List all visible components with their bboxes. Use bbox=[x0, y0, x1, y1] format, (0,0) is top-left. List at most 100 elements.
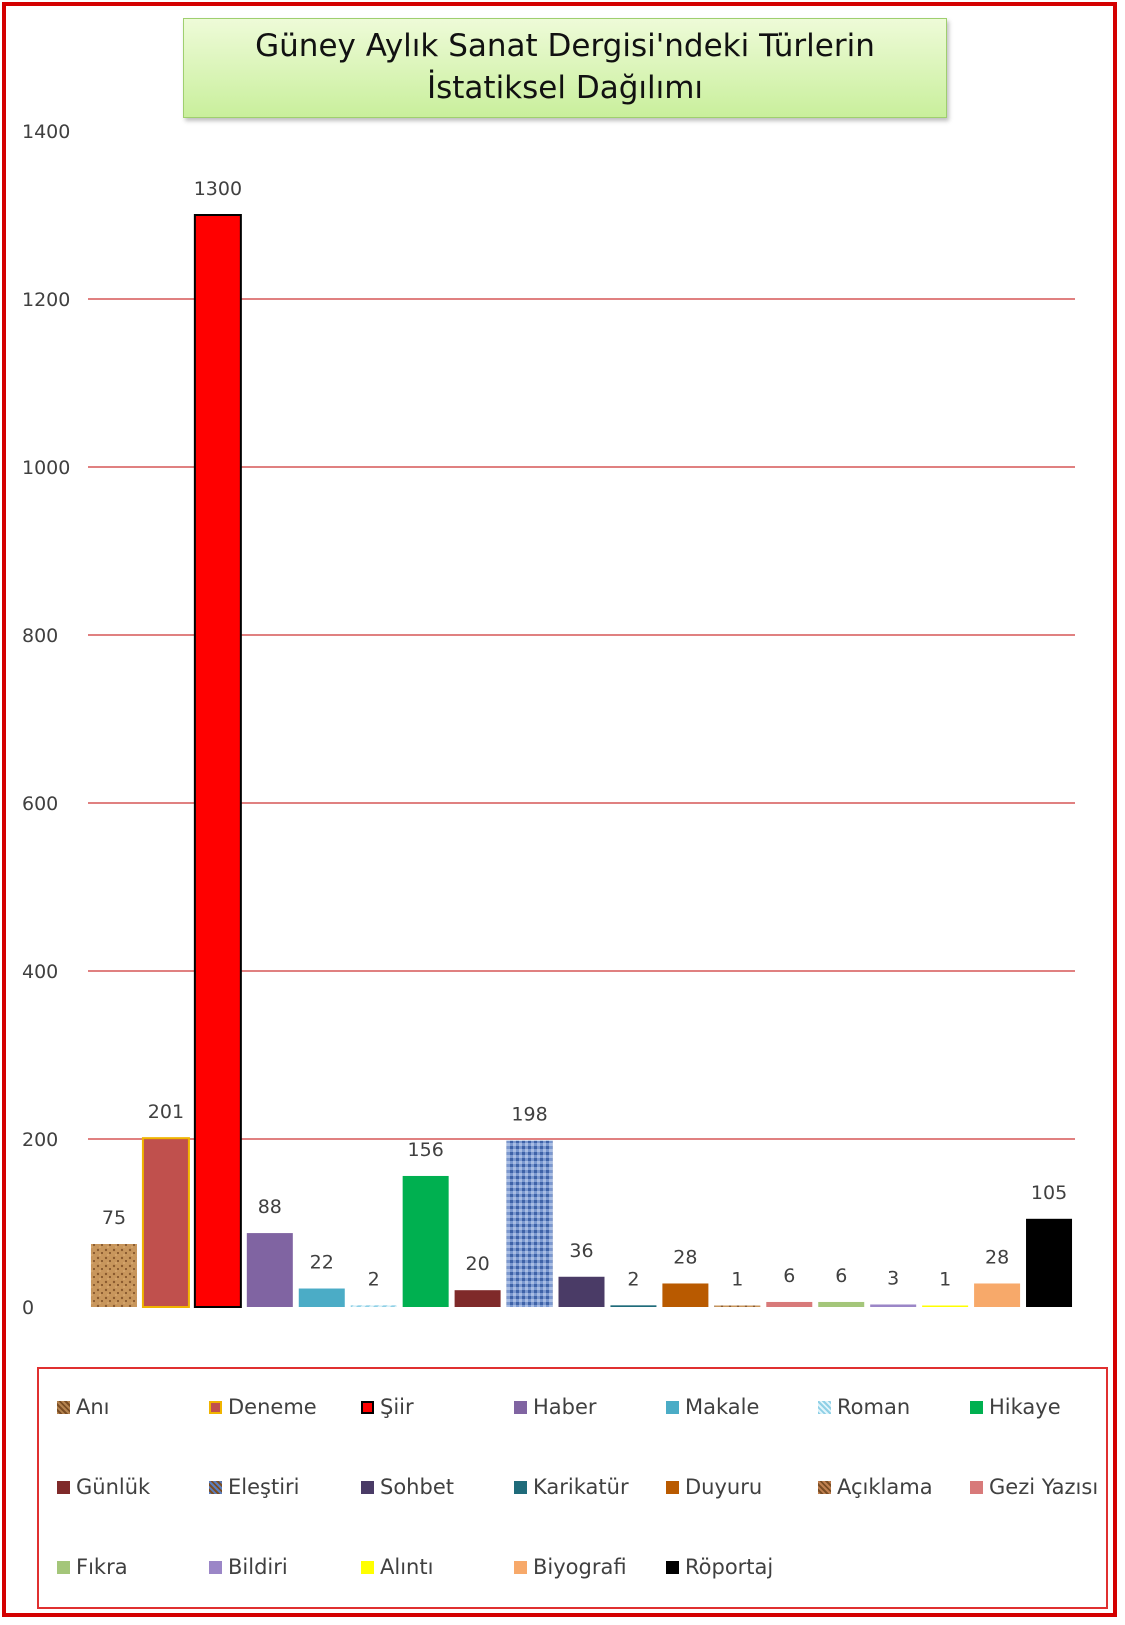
legend-swatch bbox=[209, 1400, 222, 1414]
legend-item: Alıntı bbox=[361, 1555, 433, 1579]
legend-swatch bbox=[818, 1480, 831, 1494]
data-label: 6 bbox=[783, 1265, 795, 1287]
legend-label: Bildiri bbox=[228, 1555, 288, 1579]
legend-label: Eleştiri bbox=[228, 1475, 300, 1499]
legend-item: Fıkra bbox=[57, 1555, 128, 1579]
bar-4 bbox=[246, 1233, 293, 1307]
legend-swatch bbox=[514, 1480, 527, 1494]
bar-3 bbox=[193, 214, 242, 1308]
legend-item: Eleştiri bbox=[209, 1475, 300, 1499]
legend-label: Şiir bbox=[380, 1395, 414, 1419]
legend-item: Roman bbox=[818, 1395, 910, 1419]
legend-label: Sohbet bbox=[380, 1475, 454, 1499]
legend-swatch bbox=[361, 1480, 374, 1494]
legend-swatch bbox=[666, 1400, 679, 1414]
legend-label: Haber bbox=[533, 1395, 597, 1419]
legend-label: Biyografi bbox=[533, 1555, 627, 1579]
data-label: 1 bbox=[939, 1269, 951, 1291]
legend-swatch bbox=[361, 1400, 374, 1414]
legend-item: Makale bbox=[666, 1395, 759, 1419]
data-label: 2 bbox=[368, 1268, 380, 1290]
legend-item: Günlük bbox=[57, 1475, 150, 1499]
legend-label: Gezi Yazısı bbox=[989, 1475, 1099, 1499]
data-label: 75 bbox=[102, 1207, 126, 1229]
data-label: 1300 bbox=[194, 178, 242, 200]
legend-item: Deneme bbox=[209, 1395, 317, 1419]
bar-12 bbox=[662, 1283, 709, 1307]
legend-swatch bbox=[666, 1480, 679, 1494]
data-label: 2 bbox=[627, 1268, 639, 1290]
legend-swatch bbox=[514, 1400, 527, 1414]
legend-item: Açıklama bbox=[818, 1475, 933, 1499]
y-tick-label: 1400 bbox=[22, 121, 70, 143]
chart-title: Güney Aylık Sanat Dergisi'ndeki Türlerin… bbox=[255, 28, 875, 106]
legend-item: Haber bbox=[514, 1395, 597, 1419]
bar-5 bbox=[298, 1288, 345, 1307]
y-tick-label: 200 bbox=[22, 1129, 58, 1151]
legend-item: Duyuru bbox=[666, 1475, 762, 1499]
bar-15 bbox=[818, 1301, 865, 1307]
bar-1 bbox=[90, 1244, 137, 1307]
bar-11 bbox=[610, 1305, 657, 1307]
data-label: 201 bbox=[148, 1101, 184, 1123]
legend-label: Açıklama bbox=[837, 1475, 933, 1499]
y-tick-label: 1000 bbox=[22, 457, 70, 479]
legend-label: Anı bbox=[76, 1395, 110, 1419]
legend-swatch bbox=[209, 1560, 222, 1574]
legend-swatch bbox=[970, 1480, 983, 1494]
data-label: 88 bbox=[258, 1196, 282, 1218]
data-label: 156 bbox=[408, 1139, 444, 1161]
legend-swatch bbox=[57, 1480, 70, 1494]
data-label: 28 bbox=[673, 1246, 697, 1268]
y-tick-label: 600 bbox=[22, 793, 58, 815]
legend-item: Bildiri bbox=[209, 1555, 288, 1579]
bar-2 bbox=[141, 1137, 190, 1309]
data-label: 3 bbox=[887, 1267, 899, 1289]
bar-9 bbox=[506, 1140, 553, 1307]
legend-item: Gezi Yazısı bbox=[970, 1475, 1098, 1499]
bar-16 bbox=[870, 1304, 917, 1307]
bar-10 bbox=[558, 1276, 605, 1307]
data-label: 198 bbox=[511, 1104, 547, 1126]
data-label: 36 bbox=[569, 1240, 593, 1262]
data-label: 1 bbox=[731, 1269, 743, 1291]
legend-label: Hikaye bbox=[989, 1395, 1061, 1419]
bar-19 bbox=[1026, 1218, 1073, 1307]
chart-title-box: Güney Aylık Sanat Dergisi'ndeki Türlerin… bbox=[183, 18, 947, 118]
legend-label: Deneme bbox=[228, 1395, 317, 1419]
y-tick-label: 0 bbox=[22, 1297, 34, 1319]
legend-label: Fıkra bbox=[76, 1555, 128, 1579]
legend-label: Duyuru bbox=[685, 1475, 763, 1499]
data-label: 28 bbox=[985, 1246, 1009, 1268]
legend-swatch bbox=[209, 1480, 222, 1494]
legend-label: Röportaj bbox=[685, 1555, 774, 1579]
legend-item: Biyografi bbox=[514, 1555, 627, 1579]
legend-swatch bbox=[361, 1560, 374, 1574]
legend-item: Sohbet bbox=[361, 1475, 454, 1499]
legend: Anı Deneme Şiir Haber Makale Roman Hikaye Günlü… bbox=[37, 1367, 1108, 1609]
legend-item: Karikatür bbox=[514, 1475, 629, 1499]
legend-item: Röportaj bbox=[666, 1555, 773, 1579]
y-axis-ticks: 0 200 400 600 800 1000 1200 1400 bbox=[22, 121, 70, 1319]
data-label: 20 bbox=[466, 1253, 490, 1275]
legend-swatch bbox=[970, 1400, 983, 1414]
legend-swatch bbox=[57, 1400, 70, 1414]
bar-13 bbox=[714, 1305, 761, 1307]
legend-swatch bbox=[818, 1400, 831, 1414]
legend-label: Alıntı bbox=[380, 1555, 434, 1579]
bar-14 bbox=[766, 1301, 813, 1307]
legend-swatch bbox=[666, 1560, 679, 1574]
y-tick-label: 1200 bbox=[22, 289, 70, 311]
legend-label: Günlük bbox=[76, 1475, 151, 1499]
bar-17 bbox=[922, 1305, 969, 1307]
legend-label: Makale bbox=[685, 1395, 760, 1419]
legend-item: Şiir bbox=[361, 1395, 414, 1419]
legend-item: Hikaye bbox=[970, 1395, 1061, 1419]
y-tick-label: 800 bbox=[22, 625, 58, 647]
data-label: 6 bbox=[835, 1265, 847, 1287]
data-label: 105 bbox=[1031, 1182, 1067, 1204]
bar-8 bbox=[454, 1290, 501, 1307]
